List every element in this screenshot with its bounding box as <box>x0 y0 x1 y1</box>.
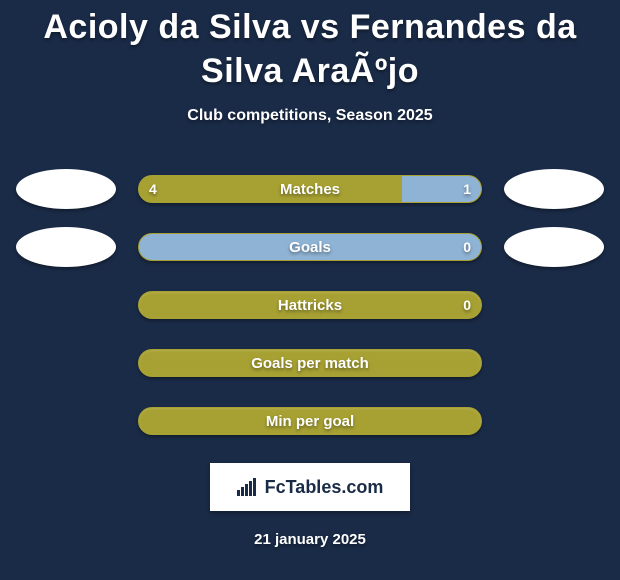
stat-label: Matches <box>139 176 481 202</box>
stat-label: Hattricks <box>139 292 481 318</box>
stat-right-value: 0 <box>463 292 471 318</box>
stat-right-value: 0 <box>463 234 471 260</box>
bar-chart-icon <box>237 478 259 496</box>
stat-bar: Min per goal <box>138 407 482 435</box>
left-bubble <box>16 169 116 209</box>
stat-bar: Matches4 1 <box>138 175 482 203</box>
subtitle: Club competitions, Season 2025 <box>187 107 432 125</box>
date-text: 21 january 2025 <box>254 531 366 548</box>
stat-row: Goals0 <box>0 227 620 267</box>
comparison-infographic: Acioly da Silva vs Fernandes da Silva Ar… <box>0 0 620 580</box>
stat-row: Hattricks0 <box>0 285 620 325</box>
page-title: Acioly da Silva vs Fernandes da Silva Ar… <box>0 6 620 93</box>
stat-row: Min per goal <box>0 401 620 441</box>
stat-row: Matches4 1 <box>0 169 620 209</box>
right-bubble <box>504 169 604 209</box>
stat-bar: Goals0 <box>138 233 482 261</box>
right-bubble <box>504 227 604 267</box>
stat-bar: Goals per match <box>138 349 482 377</box>
brand-text: FcTables.com <box>265 477 384 498</box>
stat-label: Goals <box>139 234 481 260</box>
left-bubble <box>16 227 116 267</box>
stat-label: Goals per match <box>139 350 481 376</box>
brand-badge: FcTables.com <box>210 463 410 511</box>
stat-left-value: 4 <box>149 176 157 202</box>
stat-label: Min per goal <box>139 408 481 434</box>
stat-rows: Matches41Goals0Hattricks0Goals per match… <box>0 169 620 441</box>
stat-right-value: 1 <box>463 176 471 202</box>
stat-row: Goals per match <box>0 343 620 383</box>
stat-bar: Hattricks0 <box>138 291 482 319</box>
